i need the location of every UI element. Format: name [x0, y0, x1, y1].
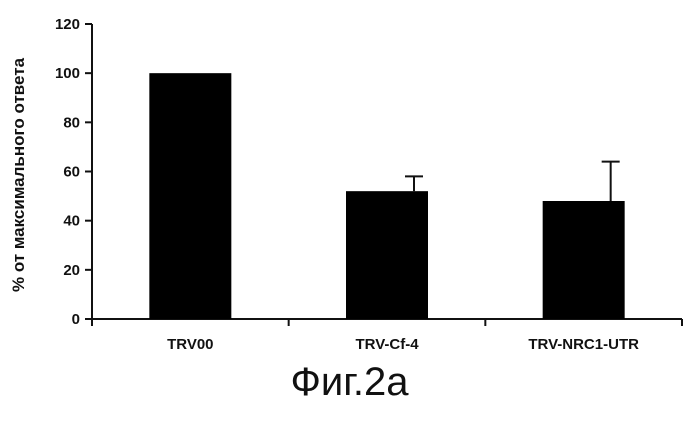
y-axis-label: % от максимального ответа	[9, 57, 28, 292]
bar	[149, 73, 231, 319]
y-tick-label: 100	[55, 65, 80, 82]
category-labels: TRV00 TRV-Cf-4 TRV-NRC1-UTR	[167, 336, 639, 353]
category-label: TRV-Cf-4	[355, 336, 419, 353]
y-tick-label: 60	[63, 164, 80, 181]
bar	[346, 191, 428, 319]
y-axis: 0 20 40 60 80 100 120	[55, 16, 92, 328]
category-label: TRV00	[167, 336, 213, 353]
error-bars	[405, 162, 620, 201]
figure-caption: Фиг.2а	[0, 360, 699, 405]
y-tick-label: 120	[55, 16, 80, 33]
y-tick-label: 0	[72, 311, 80, 328]
y-tick-label: 40	[63, 213, 80, 230]
bar	[543, 201, 625, 319]
x-axis	[92, 319, 682, 326]
y-tick-label: 20	[63, 262, 80, 279]
category-label: TRV-NRC1-UTR	[528, 336, 639, 353]
y-tick-label: 80	[63, 114, 80, 131]
bars	[149, 73, 624, 319]
